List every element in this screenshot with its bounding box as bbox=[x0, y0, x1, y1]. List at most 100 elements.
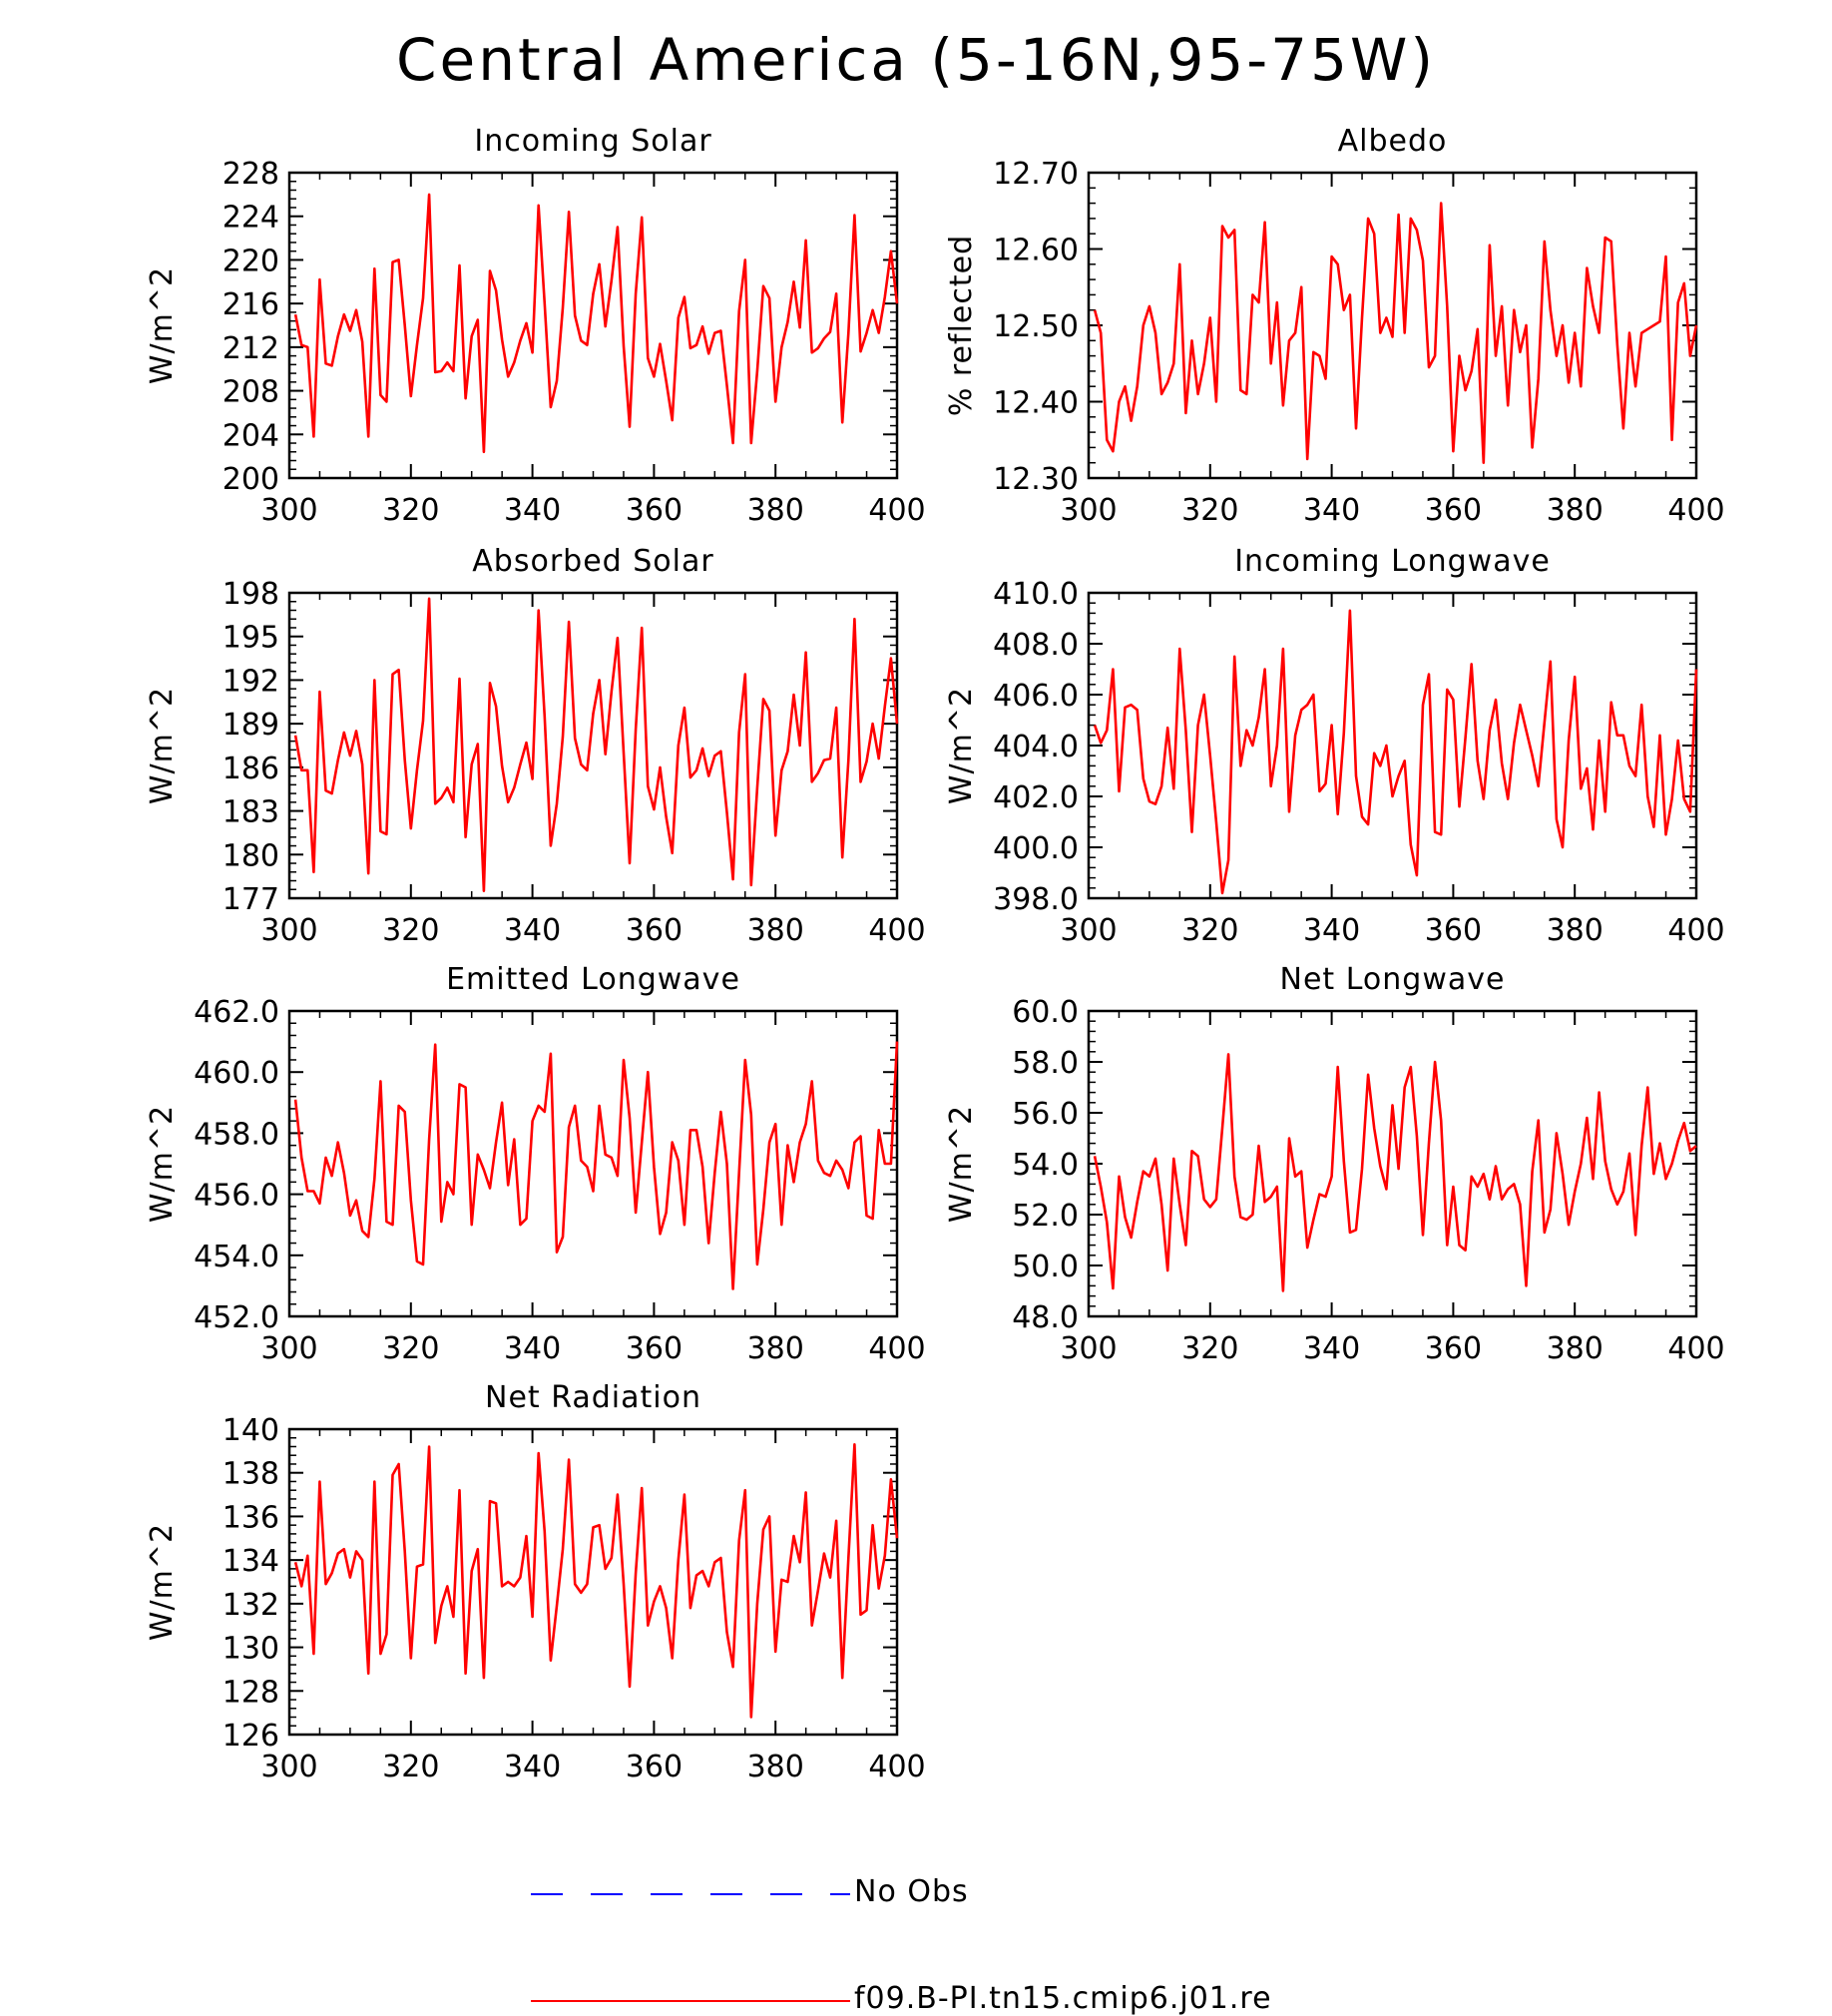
y-tick-label: 462.0 bbox=[194, 995, 279, 1030]
y-tick-label: 132 bbox=[223, 1588, 279, 1623]
x-tick-label: 400 bbox=[1667, 1331, 1724, 1366]
x-tick-label: 320 bbox=[382, 913, 439, 948]
y-tick-label: 402.0 bbox=[993, 780, 1079, 815]
x-tick-label: 400 bbox=[868, 1750, 925, 1784]
x-tick-label: 360 bbox=[626, 1750, 683, 1784]
x-tick-label: 380 bbox=[747, 1750, 804, 1784]
x-tick-label: 320 bbox=[1181, 493, 1238, 528]
y-tick-label: 128 bbox=[223, 1675, 279, 1710]
y-tick-label: 183 bbox=[223, 795, 279, 830]
panel-title: Net Longwave bbox=[1280, 962, 1506, 997]
plot-frame bbox=[287, 1009, 899, 1318]
y-tick-label: 200 bbox=[223, 462, 279, 497]
x-tick-label: 300 bbox=[260, 1331, 317, 1366]
y-tick-label: 192 bbox=[223, 664, 279, 699]
y-tick-label: 58.0 bbox=[1012, 1046, 1079, 1081]
series-line-model bbox=[293, 1041, 899, 1290]
y-axis-label: % reflected bbox=[944, 235, 979, 416]
panel-title: Incoming Solar bbox=[474, 124, 711, 159]
legend-label-obs: No Obs bbox=[854, 1874, 969, 1909]
x-tick-label: 380 bbox=[747, 1331, 804, 1366]
y-tick-label: 12.70 bbox=[993, 157, 1079, 192]
x-tick-label: 340 bbox=[1303, 1331, 1360, 1366]
x-tick-label: 400 bbox=[1667, 913, 1724, 948]
y-tick-label: 189 bbox=[223, 708, 279, 743]
y-axis-label: W/m^2 bbox=[145, 687, 180, 804]
chart-panel-incoming-longwave: 300 320 340 360 380 400 398.0 400.0 402.0 404.0 40… bbox=[944, 544, 1725, 948]
x-tick-label: 300 bbox=[1060, 493, 1117, 528]
series-line-model bbox=[1093, 202, 1698, 465]
x-tick-label: 380 bbox=[1547, 913, 1603, 948]
plot-frame bbox=[1087, 591, 1698, 900]
x-tick-label: 340 bbox=[504, 1750, 561, 1784]
y-tick-label: 186 bbox=[223, 752, 279, 786]
x-tick-label: 360 bbox=[626, 493, 683, 528]
y-tick-label: 195 bbox=[223, 621, 279, 656]
y-axis-label: W/m^2 bbox=[145, 1523, 180, 1641]
x-tick-label: 320 bbox=[382, 1750, 439, 1784]
y-axis-label: W/m^2 bbox=[145, 266, 180, 384]
legend bbox=[531, 1893, 850, 2002]
x-tick-label: 340 bbox=[504, 1331, 561, 1366]
y-tick-label: 458.0 bbox=[194, 1117, 279, 1152]
legend-label-model: f09.B-PI.tn15.cmip6.j01.re bbox=[854, 1981, 1272, 2016]
x-tick-label: 320 bbox=[382, 493, 439, 528]
chart-panel-net-longwave: 300 320 340 360 380 400 48.0 50.0 52.0 54.0 56.0 58… bbox=[944, 962, 1725, 1366]
y-tick-label: 136 bbox=[223, 1500, 279, 1535]
chart-panel-net-radiation: 300 320 340 360 380 400 126 128 130 132 134 136 138 1… bbox=[145, 1380, 926, 1784]
x-tick-label: 320 bbox=[382, 1331, 439, 1366]
y-tick-label: 48.0 bbox=[1012, 1300, 1079, 1335]
x-tick-label: 360 bbox=[1425, 493, 1482, 528]
y-tick-label: 456.0 bbox=[194, 1179, 279, 1214]
x-tick-label: 340 bbox=[1303, 493, 1360, 528]
chart-panel-incoming-solar: 300 320 340 360 380 400 200 204 208 212 216 220 224 2… bbox=[145, 124, 926, 528]
y-tick-label: 198 bbox=[223, 577, 279, 612]
series-line-model bbox=[1093, 1053, 1697, 1292]
x-tick-label: 300 bbox=[1060, 913, 1117, 948]
x-tick-label: 360 bbox=[1425, 913, 1482, 948]
y-tick-label: 177 bbox=[223, 882, 279, 917]
y-tick-label: 138 bbox=[223, 1457, 279, 1492]
y-tick-label: 60.0 bbox=[1012, 995, 1079, 1030]
y-tick-label: 212 bbox=[223, 331, 279, 366]
x-tick-label: 360 bbox=[626, 913, 683, 948]
panel-title: Emitted Longwave bbox=[446, 962, 740, 997]
y-tick-label: 12.50 bbox=[993, 309, 1079, 344]
y-tick-label: 454.0 bbox=[194, 1240, 279, 1274]
y-tick-label: 204 bbox=[223, 418, 279, 453]
y-tick-label: 12.60 bbox=[993, 234, 1079, 268]
y-tick-label: 452.0 bbox=[194, 1300, 279, 1335]
panel-title: Absorbed Solar bbox=[472, 544, 713, 579]
y-axis-label: W/m^2 bbox=[145, 1105, 180, 1223]
x-tick-label: 300 bbox=[260, 493, 317, 528]
y-tick-label: 216 bbox=[223, 287, 279, 322]
x-tick-label: 340 bbox=[504, 493, 561, 528]
series-line-model bbox=[293, 1443, 899, 1719]
chart-panel-absorbed-solar: 300 320 340 360 380 400 177 180 183 186 189 192 195 1… bbox=[145, 544, 926, 948]
y-tick-label: 460.0 bbox=[194, 1056, 279, 1091]
x-tick-label: 360 bbox=[1425, 1331, 1482, 1366]
x-tick-label: 340 bbox=[1303, 913, 1360, 948]
y-tick-label: 208 bbox=[223, 375, 279, 410]
chart-panel-emitted-longwave: 300 320 340 360 380 400 452.0 454.0 456.0 458.0 46… bbox=[145, 962, 926, 1366]
y-tick-label: 140 bbox=[223, 1413, 279, 1448]
y-tick-label: 406.0 bbox=[993, 679, 1079, 714]
y-tick-label: 126 bbox=[223, 1719, 279, 1754]
y-tick-label: 130 bbox=[223, 1632, 279, 1667]
x-tick-label: 400 bbox=[1667, 493, 1724, 528]
x-tick-label: 380 bbox=[1547, 493, 1603, 528]
y-tick-label: 12.30 bbox=[993, 462, 1079, 497]
y-axis-label: W/m^2 bbox=[944, 687, 979, 804]
series-line-model bbox=[1093, 609, 1698, 895]
x-tick-label: 300 bbox=[1060, 1331, 1117, 1366]
x-tick-label: 400 bbox=[868, 913, 925, 948]
series-line-model bbox=[293, 597, 899, 893]
y-tick-label: 134 bbox=[223, 1544, 279, 1579]
x-tick-label: 400 bbox=[868, 1331, 925, 1366]
y-tick-label: 180 bbox=[223, 838, 279, 873]
y-tick-label: 52.0 bbox=[1012, 1199, 1079, 1234]
panel-title: Net Radiation bbox=[485, 1380, 701, 1415]
x-tick-label: 360 bbox=[626, 1331, 683, 1366]
figure-title: Central America (5-16N,95-75W) bbox=[396, 26, 1436, 94]
